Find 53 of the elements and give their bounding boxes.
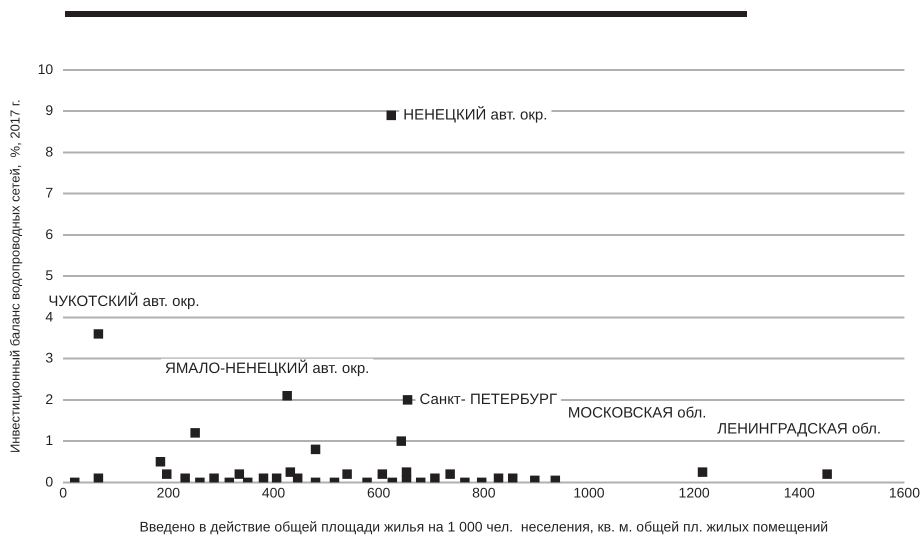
point [430, 474, 440, 482]
y-tick-label: 2 [45, 390, 54, 407]
point [508, 474, 518, 482]
point [310, 444, 320, 454]
x-tick-label: 0 [59, 484, 68, 501]
point [378, 469, 388, 479]
point [258, 474, 268, 482]
annotation: ЛЕНИНГРАДСКАЯ обл. [717, 420, 882, 438]
point [286, 467, 296, 477]
point [156, 457, 166, 467]
point [272, 474, 282, 482]
y-tick-label: 1 [45, 432, 54, 448]
x-tick-label: 600 [366, 484, 391, 501]
y-tick-label: 8 [45, 143, 54, 160]
x-tick-label: 1600 [888, 484, 920, 501]
x-tick-label: 1200 [678, 484, 710, 501]
point [180, 474, 190, 482]
x-tick-label: 1400 [784, 484, 816, 501]
y-tick-label: 5 [45, 267, 54, 284]
point [494, 474, 504, 482]
annotation: ЯМАЛО-НЕНЕЦКИЙ авт. окр. [164, 358, 370, 377]
point [209, 474, 219, 482]
x-axis-title: Введено в действие общей площади жилья на 1 000 чел. неселения, кв. м. общей пл. жилых помещений [139, 518, 828, 534]
x-tick-label: 800 [472, 484, 496, 501]
y-axis-title: Инвестиционный баланс водопроводных сетей, %, 2017 г. [7, 99, 22, 454]
point [402, 395, 412, 405]
y-tick-label: 0 [45, 473, 54, 490]
annotation: НЕНЕЦКИЙ авт. окр. [403, 106, 548, 124]
annotation: Санкт- ПЕТЕРБУРГ [420, 391, 558, 408]
y-tick-label: 10 [38, 60, 54, 77]
y-tick-label: 9 [45, 102, 54, 118]
point [386, 110, 396, 120]
x-tick-label: 400 [262, 484, 286, 501]
y-tick-label: 4 [45, 308, 54, 324]
point [234, 469, 244, 479]
annotation: МОСКОВСКАЯ обл. [568, 404, 706, 422]
point [342, 469, 352, 479]
point [292, 474, 302, 482]
point [162, 469, 172, 479]
y-tick-label: 7 [45, 184, 54, 201]
point [94, 474, 104, 482]
point [396, 436, 406, 446]
point [282, 391, 292, 401]
annotation: ЧУКОТСКИЙ авт. окр. [48, 292, 200, 310]
x-tick-label: 200 [156, 484, 180, 501]
y-tick-label: 6 [45, 226, 54, 242]
point [698, 467, 708, 477]
point [190, 428, 200, 438]
point [94, 329, 104, 339]
point [822, 469, 832, 479]
point [445, 469, 455, 479]
x-tick-label: 1000 [573, 484, 605, 501]
y-tick-label: 3 [45, 350, 54, 366]
